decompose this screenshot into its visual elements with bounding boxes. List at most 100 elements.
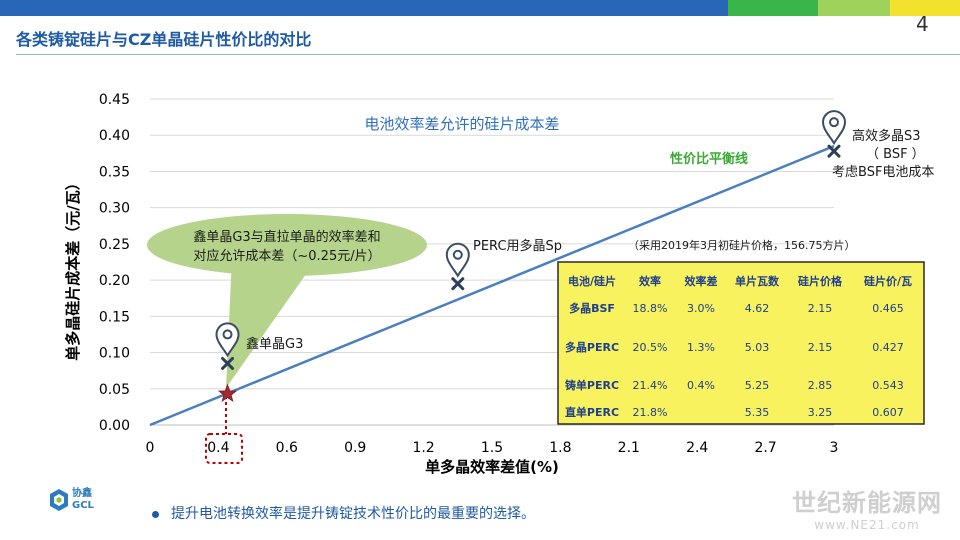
y-tick-label: 0.00 [99,418,130,434]
series-layer [149,144,835,427]
points-layer: 鑫单晶G3 PERC用多晶Sp 高效多晶S3 （ BSF ） 考虑BSF电池成本 [215,110,934,403]
data-table-frame [557,261,925,425]
watermark: 世纪新能源网 www.NE21.com [792,483,942,532]
y-tick-label: 0.30 [99,201,130,217]
x-marker [221,356,235,370]
table-header-cell: 硅片价/瓦 [864,274,912,288]
logo-cn: 协鑫 [72,488,92,499]
table-cell: 3.0% [687,302,715,315]
table-header-cell: 电池/硅片 [568,274,616,288]
map-pin-icon-dot [829,117,839,128]
table-cell: 0.465 [872,302,904,315]
map-pin-icon-shape [215,322,240,358]
y-tick-label: 0.10 [99,346,130,362]
plot-title: 电池效率差允许的硅片成本差 [364,115,559,133]
table-cell: 2.15 [808,302,833,315]
table-cell: 多晶PERC [565,340,619,354]
x-tick-label: 2.4 [686,440,708,456]
callout-bubble [147,214,427,276]
table-cell: 21.4% [633,379,668,392]
balance-line [149,144,835,427]
x-marker [827,144,841,158]
point-label-sub: （ BSF ） [866,147,925,162]
table-cell: 4.62 [745,302,770,315]
map-pin-icon [821,110,847,146]
table-cell: 2.15 [808,341,833,354]
logo-text: 协鑫 GCL [72,488,94,512]
star-marker [217,383,238,403]
bullet-dot-icon [152,510,159,518]
table-cell: 铸单PERC [565,378,619,392]
accent-segment-lightgreen [818,0,890,16]
x-tick-label: 1.8 [549,440,571,456]
table-cell: 直单PERC [565,405,619,419]
y-tick-label: 0.20 [99,273,130,289]
x-tick-label: 3 [830,440,839,456]
watermark-line2: www.NE21.com [814,518,920,532]
x-tick-label: 0.9 [344,440,366,456]
footnote: 提升电池转换效率是提升铸锭技术性价比的最重要的选择。 [152,503,535,523]
callout-line2: 对应允许成本差（~0.25元/片） [193,248,380,264]
map-pin-icon [445,242,470,278]
table-cell: 0.4% [687,379,715,392]
title-divider [16,54,960,55]
table-cell: 多晶BSF [569,301,615,315]
x-tick-label: 0.4 [207,440,229,456]
table-header-cell: 单片瓦数 [735,274,780,288]
x-tick-label: 1.2 [412,440,434,456]
table-cell: 18.8% [633,302,668,315]
data-table-background [558,262,924,424]
price-note: （采用2019年3月初硅片价格，156.75方片） [628,238,855,252]
table-cell: 5.25 [745,379,770,392]
table-header-cell: 效率差 [685,274,718,288]
x-tick-label: 1.5 [481,440,503,456]
highlight-dashed-box [205,433,243,464]
table-cell: 5.03 [745,341,770,354]
x-tick-label: 2.7 [754,440,776,456]
y-tick-label: 0.35 [99,164,130,180]
footnote-text: 提升电池转换效率是提升铸锭技术性价比的最重要的选择。 [171,506,535,522]
map-pin-icon-dot [222,329,233,340]
y-tick-labels: 0.00 0.05 0.10 0.15 0.20 0.25 0.30 0.35 0.40 0.45 [99,92,130,434]
x-tick-label: 0.6 [276,440,298,456]
x-tick-labels: 0 0.4 0.6 0.9 1.2 1.5 1.8 2.1 2.4 2.7 3 [146,440,839,456]
map-pin-icon-shape [821,110,847,146]
map-pin-icon-dot [452,249,463,260]
y-tick-label: 0.45 [99,92,130,108]
table-header-cell: 硅片价格 [798,274,843,288]
x-tick-label: 0 [146,440,155,456]
point-label: 鑫单晶G3 [246,336,303,352]
point-label-note: 考虑BSF电池成本 [832,165,934,180]
table-cell: 3.25 [808,406,833,419]
map-pin-icon-shape [445,242,470,278]
watermark-line1: 世纪新能源网 [792,489,942,517]
gcl-logo-icon [50,489,68,511]
top-accent-bar [0,0,960,16]
table-header-cell: 效率 [639,274,661,288]
table-cell: 0.427 [872,341,904,354]
y-tick-label: 0.40 [99,128,130,144]
table-cell: 0.543 [872,379,904,392]
balance-line-label: 性价比平衡线 [670,151,748,167]
accent-segment-yellow [890,0,960,16]
x-marker [451,277,465,291]
map-pin-icon [215,322,240,358]
y-tick-label: 0.25 [99,237,130,253]
point-label: 高效多晶S3 [852,128,921,144]
y-axis-label: 单多晶硅片成本差（元/瓦） [64,175,82,360]
callout-line1: 鑫单晶G3与直拉单晶的效率差和 [193,229,380,245]
y-tick-label: 0.15 [99,309,130,325]
table-cell: 2.85 [808,379,833,392]
table-cell: 20.5% [633,341,668,354]
y-tick-label: 0.05 [99,382,130,398]
x-tick-label: 2.1 [618,440,640,456]
page-number: 4 [916,12,929,36]
point-label: PERC用多晶Sp [473,238,562,254]
table-cell: 21.8% [633,406,668,419]
accent-segment-blue [0,0,728,16]
table-cell: 5.35 [745,406,770,419]
accent-segment-green [728,0,818,16]
callout-pointer [226,257,318,388]
